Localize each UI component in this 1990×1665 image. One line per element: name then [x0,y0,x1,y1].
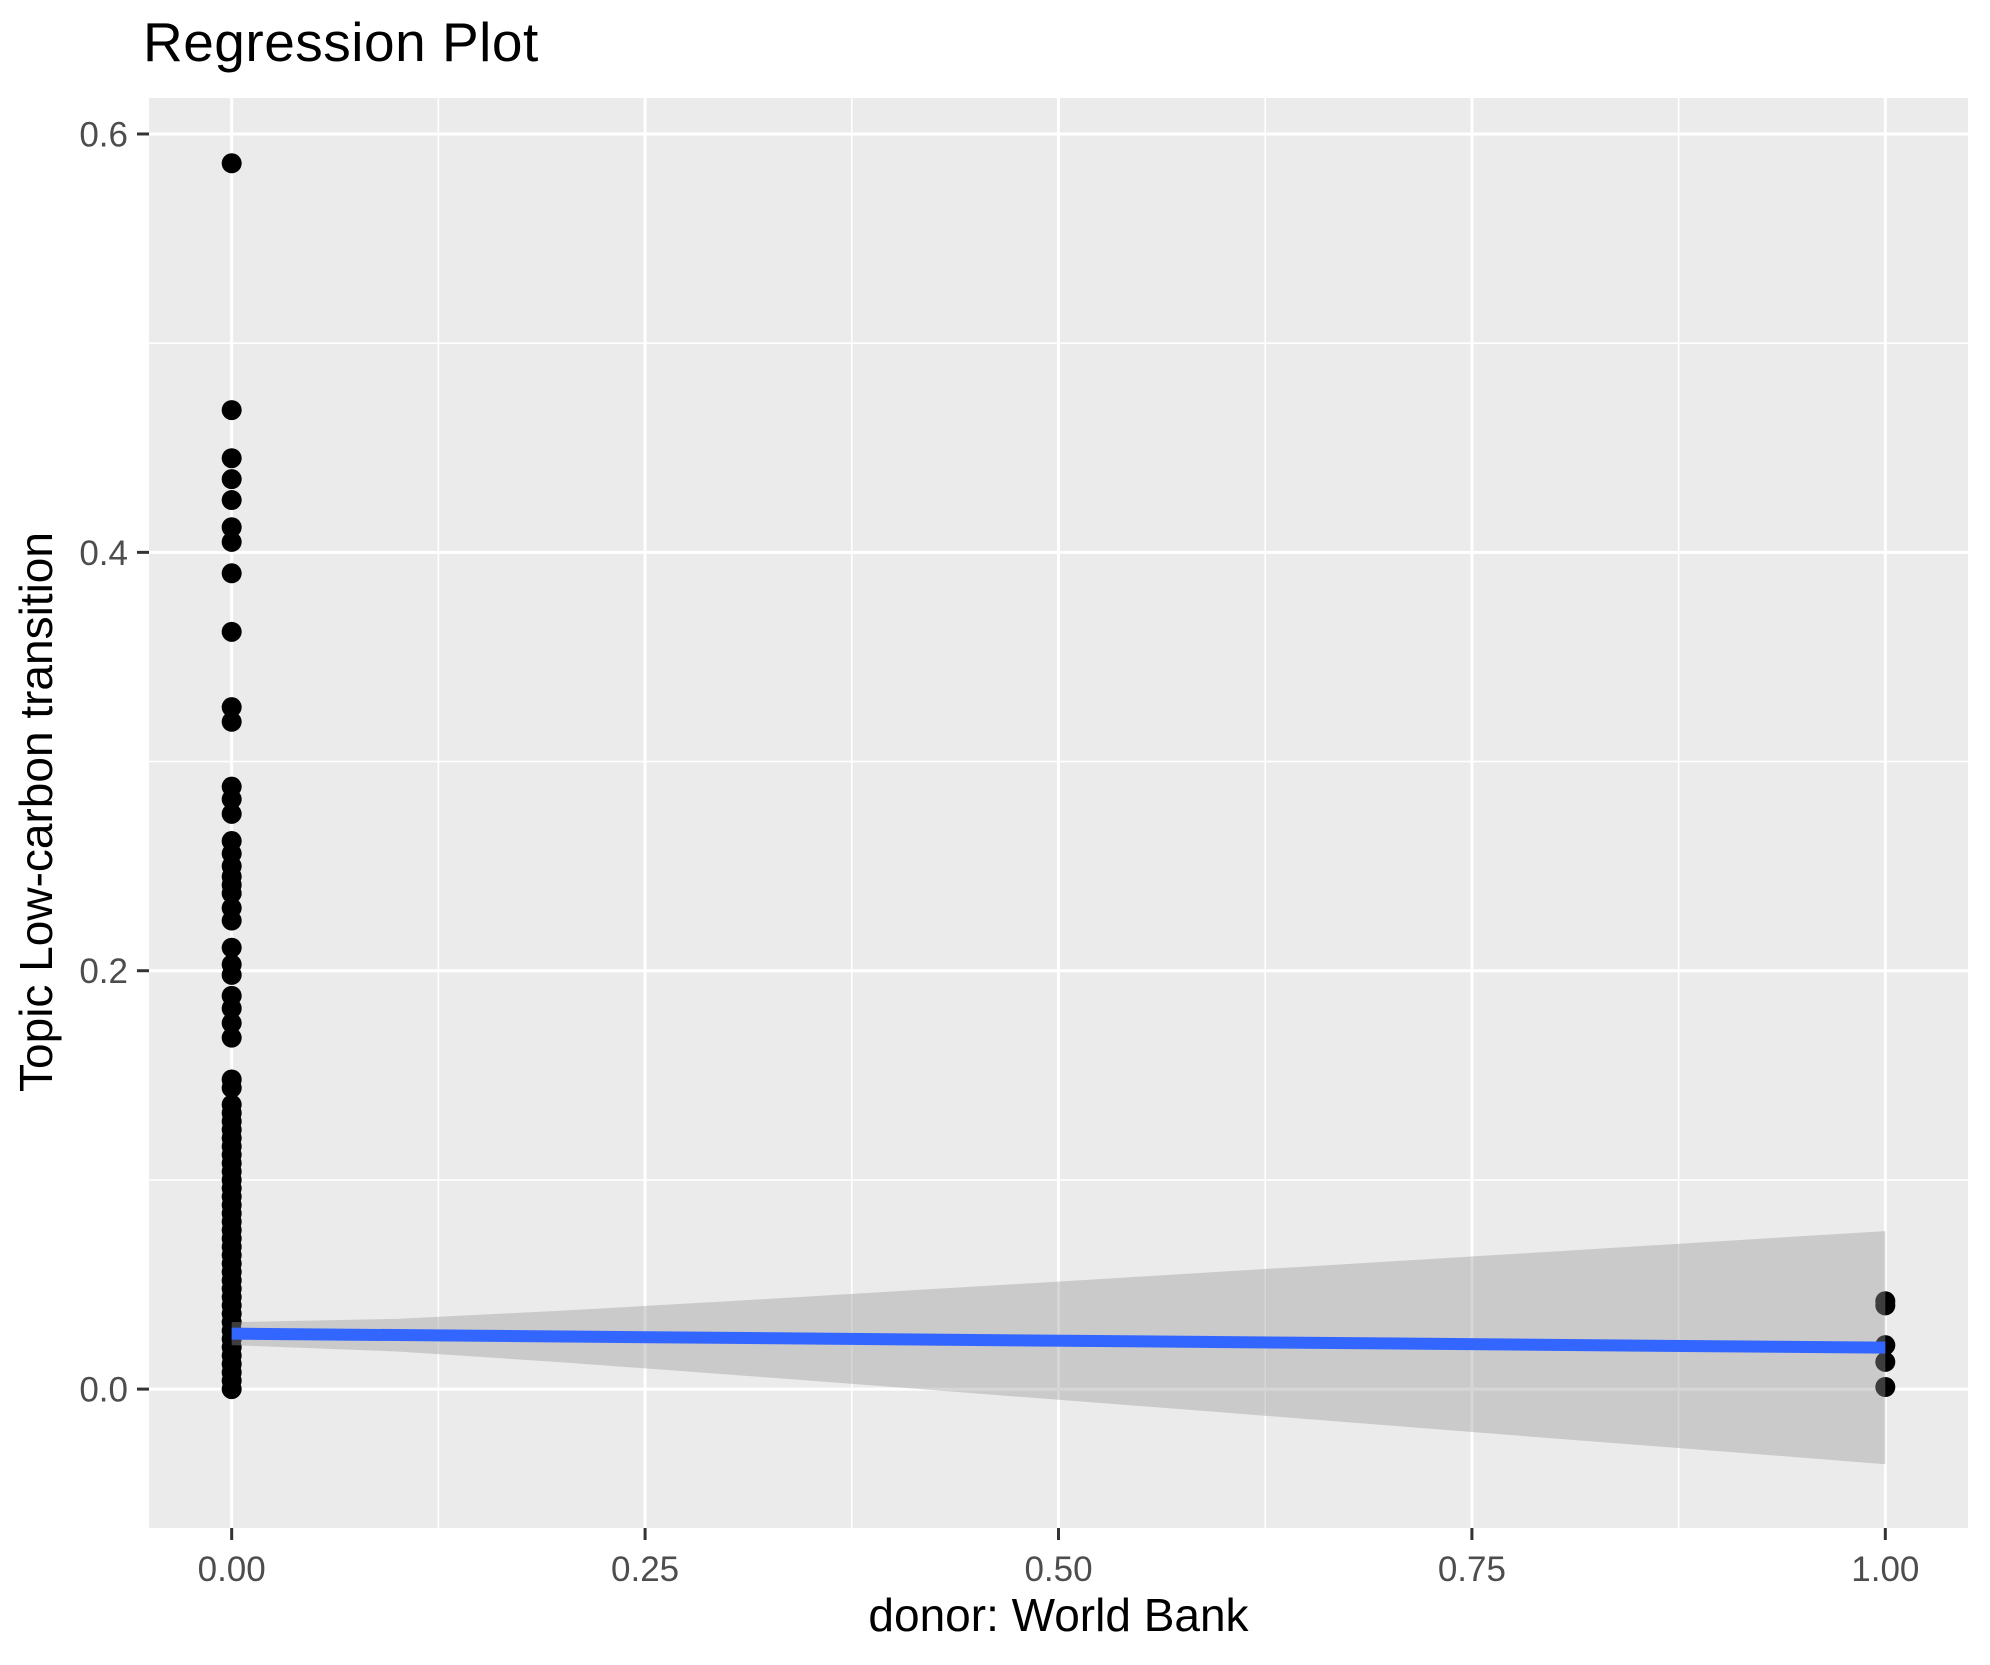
data-point [221,883,242,904]
x-axis-tick-label: 0.25 [611,1550,679,1589]
y-axis-tick-label: 0.2 [79,952,128,991]
data-point [221,517,242,538]
data-point [221,490,242,511]
x-axis-title: donor: World Bank [868,1589,1249,1641]
data-point [221,1077,242,1098]
data-point [221,531,242,552]
plot-title: Regression Plot [143,11,539,73]
data-point [1875,1351,1896,1372]
data-point [221,964,242,985]
data-point [221,803,242,824]
data-point [221,621,242,642]
data-point [221,1379,242,1400]
data-point [221,697,242,718]
data-point [221,789,242,810]
data-point [221,400,242,421]
confidence-band [231,1231,1886,1465]
y-axis-tick-label: 0.4 [79,534,128,573]
data-point [221,998,242,1019]
data-point [221,1027,242,1048]
data-point [221,910,242,931]
data-point [221,563,242,584]
data-point [221,448,242,469]
data-point [221,469,242,490]
x-axis-tick-label: 0.50 [1024,1550,1092,1589]
data-point [1875,1377,1896,1398]
y-axis-tick-label: 0.0 [79,1371,128,1410]
data-point [1875,1295,1896,1316]
x-axis-tick-label: 0.00 [198,1550,266,1589]
regression-line [231,1327,1886,1354]
y-axis-title: Topic Low-carbon transition [10,532,62,1092]
data-point [221,153,242,174]
y-axis-tick-label: 0.6 [79,115,128,154]
data-point [221,937,242,958]
data-point [221,711,242,732]
data-point [221,1013,242,1034]
x-axis-tick-label: 1.00 [1851,1550,1919,1589]
x-axis-tick-label: 0.75 [1438,1550,1506,1589]
